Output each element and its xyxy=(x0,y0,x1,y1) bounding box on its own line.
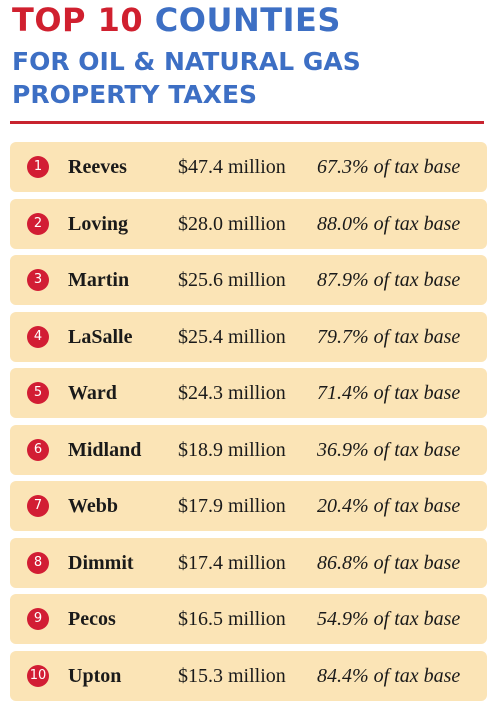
tax-amount: $25.6 million xyxy=(178,269,286,291)
tax-amount: $25.4 million xyxy=(178,325,286,348)
table-row: 6 Midland $18.9 million 36.9% of tax base xyxy=(10,424,487,475)
tax-amount: $17.4 million xyxy=(178,551,286,574)
tax-share: 20.4% of tax base xyxy=(317,495,461,517)
rank-badge: 5 xyxy=(27,382,49,404)
rank-badge: 4 xyxy=(27,325,49,348)
tax-share: 84.4% of tax base xyxy=(317,664,461,687)
county-name: Pecos xyxy=(68,608,116,630)
county-name: Dimmit xyxy=(68,551,134,574)
title-blue: COUNTIES xyxy=(154,1,341,39)
rank-badge: 2 xyxy=(27,212,49,235)
county-name: Reeves xyxy=(68,156,127,178)
rank-badge: 1 xyxy=(27,156,49,178)
rank-badge: 7 xyxy=(27,495,49,517)
county-name: Martin xyxy=(68,269,130,291)
tax-amount: $16.5 million xyxy=(178,608,286,630)
county-name: LaSalle xyxy=(68,325,133,348)
tax-amount: $28.0 million xyxy=(178,212,286,235)
table-row: 5 Ward $24.3 million 71.4% of tax base xyxy=(10,368,487,418)
county-name: Upton xyxy=(68,664,122,687)
title-red: TOP 10 xyxy=(12,1,144,39)
table-row: 8 Dimmit $17.4 million 86.8% of tax base xyxy=(10,537,487,588)
tax-share: 67.3% of tax base xyxy=(317,156,461,178)
rank-badge: 10 xyxy=(27,664,49,687)
table-row: 10 Upton $15.3 million 84.4% of tax base xyxy=(10,650,487,701)
tax-share: 54.9% of tax base xyxy=(317,608,461,630)
tax-amount: $15.3 million xyxy=(178,664,286,687)
tax-share: 36.9% of tax base xyxy=(317,438,461,461)
tax-share: 87.9% of tax base xyxy=(317,269,461,291)
table-row: 1 Reeves $47.4 million 67.3% of tax base xyxy=(10,142,487,192)
tax-amount: $24.3 million xyxy=(178,382,286,404)
county-name: Midland xyxy=(68,438,142,461)
county-name: Ward xyxy=(68,382,117,404)
table-row: 3 Martin $25.6 million 87.9% of tax base xyxy=(10,255,487,305)
subtitle-line: PROPERTY TAXES xyxy=(12,80,258,109)
tax-amount: $47.4 million xyxy=(178,156,286,178)
title: TOP 10 COUNTIES xyxy=(12,0,341,40)
county-name: Loving xyxy=(68,212,129,235)
table-row: 4 LaSalle $25.4 million 79.7% of tax base xyxy=(10,311,487,362)
tax-amount: $17.9 million xyxy=(178,495,286,517)
county-name: Webb xyxy=(68,495,119,517)
rank-badge: 8 xyxy=(27,551,49,574)
table-row: 7 Webb $17.9 million 20.4% of tax base xyxy=(10,481,487,531)
table-row: 9 Pecos $16.5 million 54.9% of tax base xyxy=(10,594,487,644)
rank-badge: 9 xyxy=(27,608,49,630)
divider xyxy=(10,121,484,124)
table-row: 2 Loving $28.0 million 88.0% of tax base xyxy=(10,198,487,249)
tax-amount: $18.9 million xyxy=(178,438,286,461)
tax-share: 71.4% of tax base xyxy=(317,382,461,404)
rank-badge: 6 xyxy=(27,438,49,461)
tax-share: 88.0% of tax base xyxy=(317,212,461,235)
rank-badge: 3 xyxy=(27,269,49,291)
subtitle-line: FOR OIL & NATURAL GAS xyxy=(12,47,361,76)
tax-share: 86.8% of tax base xyxy=(317,551,461,574)
tax-share: 79.7% of tax base xyxy=(317,325,461,348)
